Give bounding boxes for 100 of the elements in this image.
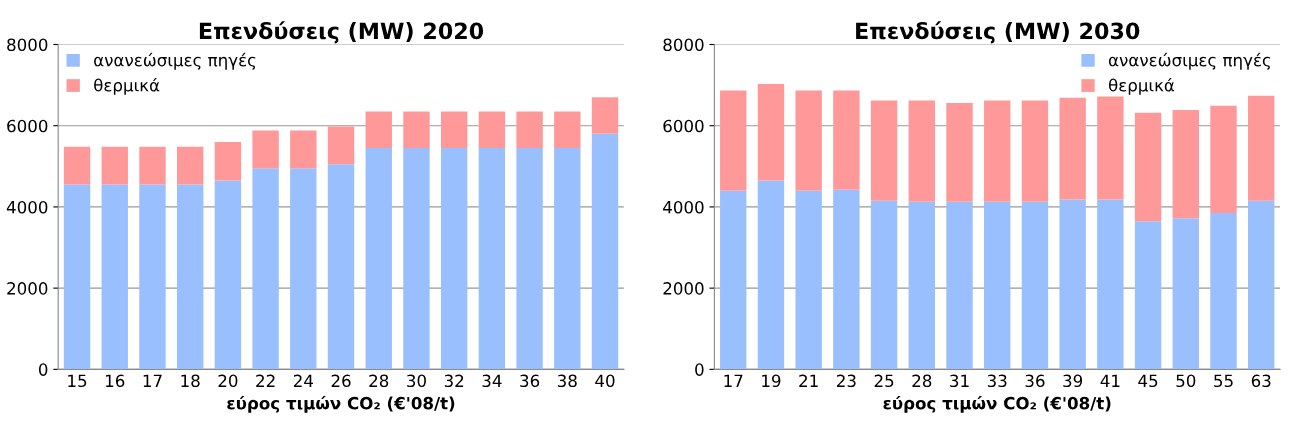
x-tick-label: 26 [331, 374, 351, 388]
bar [290, 130, 317, 169]
bar [403, 111, 430, 149]
bar [365, 148, 392, 370]
x-axis-title: εύρος τιμών CO₂ (€'08/t) [227, 395, 455, 413]
bar [795, 190, 822, 370]
bar [1172, 218, 1199, 370]
legend-label: θερμικά [1108, 78, 1175, 95]
bar [1248, 200, 1275, 370]
bar [720, 190, 747, 370]
bar [554, 111, 581, 149]
y-tick-label: 0 [38, 363, 48, 376]
bar [1021, 201, 1049, 370]
x-tick-label: 17 [143, 374, 162, 387]
bar [176, 146, 204, 185]
x-tick-label: 31 [950, 374, 969, 388]
bar [176, 184, 204, 370]
bar [1210, 105, 1237, 214]
bar [1210, 213, 1237, 370]
bar [252, 168, 279, 370]
bar [101, 146, 128, 185]
bar [720, 90, 747, 191]
bar [591, 133, 619, 370]
x-tick-label: 41 [1100, 374, 1120, 387]
bar [757, 180, 785, 370]
bar [63, 146, 91, 185]
bar [908, 100, 935, 202]
x-tick-label: 24 [293, 374, 313, 387]
bar [1097, 199, 1124, 370]
chart-title: Επενδύσεις (MW) 2030 [856, 21, 1140, 44]
x-tick-label: 18 [181, 374, 200, 388]
bar [63, 184, 91, 370]
bar [290, 168, 317, 370]
x-tick-label: 15 [68, 374, 87, 388]
bar [946, 201, 973, 370]
bar [870, 100, 898, 201]
bar [440, 148, 468, 370]
x-tick-label: 23 [836, 374, 856, 388]
bar [833, 90, 860, 190]
bar [478, 111, 506, 149]
bar [327, 164, 355, 370]
bar [946, 102, 973, 202]
legend-label: ανανεώσιμες πηγές [1108, 52, 1271, 70]
bar [327, 126, 355, 165]
bar [757, 83, 785, 181]
bar [440, 111, 468, 149]
x-tick-label: 20 [218, 374, 238, 388]
bar [591, 97, 619, 134]
y-tick-label: 6000 [7, 119, 48, 133]
y-tick-label: 4000 [6, 200, 48, 214]
x-tick-label: 38 [557, 374, 577, 388]
bar [516, 111, 543, 149]
x-tick-label: 28 [912, 374, 932, 388]
bar [795, 90, 822, 191]
x-tick-label: 32 [444, 374, 464, 388]
bar [908, 201, 935, 370]
bar [139, 146, 166, 185]
legend-label: ανανεώσιμες πηγές [94, 52, 256, 70]
bar [1097, 96, 1124, 200]
x-tick-label: 50 [1176, 374, 1196, 388]
bar [139, 184, 166, 370]
bar [1172, 109, 1199, 219]
bar [1134, 112, 1162, 222]
bar [214, 180, 242, 370]
bar [833, 189, 860, 370]
x-tick-label: 45 [1138, 374, 1158, 388]
x-tick-label: 34 [482, 374, 502, 388]
bar [554, 148, 581, 370]
x-tick-label: 22 [256, 374, 275, 387]
x-tick-label: 39 [1063, 374, 1083, 388]
x-tick-label: 40 [595, 374, 615, 388]
x-tick-label: 33 [987, 374, 1007, 388]
x-tick-label: 36 [520, 374, 540, 388]
x-tick-label: 19 [762, 374, 781, 388]
bar [252, 130, 279, 169]
bar [516, 148, 543, 370]
bar [403, 148, 430, 370]
bar [1248, 95, 1275, 201]
y-tick-label: 2000 [7, 282, 48, 295]
x-tick-label: 55 [1214, 374, 1233, 388]
x-tick-label: 63 [1251, 374, 1271, 388]
bar [1059, 199, 1086, 370]
bar [1059, 97, 1086, 200]
bar [984, 201, 1011, 370]
y-tick-label: 2000 [663, 282, 704, 295]
bar [870, 200, 898, 370]
y-tick-label: 8000 [663, 38, 704, 52]
bar [365, 111, 392, 149]
y-tick-label: 4000 [663, 200, 704, 214]
y-tick-label: 0 [695, 363, 704, 376]
x-tick-label: 25 [874, 374, 894, 388]
x-axis-title: εύρος τιμών CO₂ (€'08/t) [883, 395, 1111, 413]
bar [478, 148, 506, 370]
bar [214, 141, 242, 181]
bar [101, 184, 128, 370]
y-tick-label: 8000 [7, 38, 48, 52]
y-tick-label: 6000 [663, 119, 704, 133]
chart-title: Επενδύσεις (MW) 2020 [199, 21, 484, 44]
x-tick-label: 28 [369, 374, 389, 388]
x-tick-label: 36 [1025, 374, 1045, 388]
